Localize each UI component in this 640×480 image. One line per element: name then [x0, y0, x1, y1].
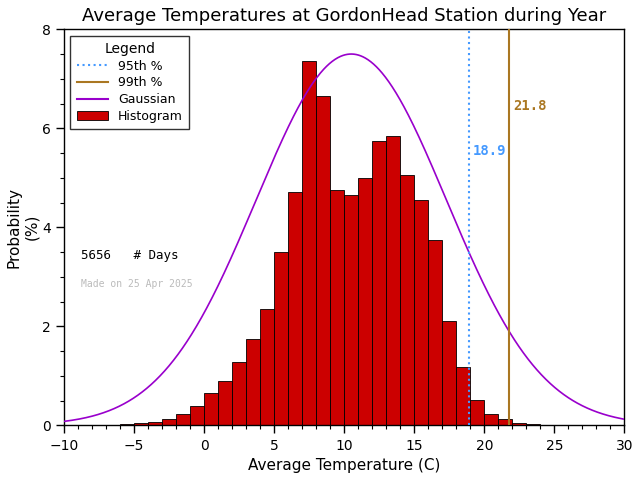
Text: 5656   # Days: 5656 # Days — [81, 249, 179, 262]
X-axis label: Average Temperature (C): Average Temperature (C) — [248, 458, 440, 473]
Bar — [232, 362, 246, 425]
Bar — [218, 381, 232, 425]
Bar — [400, 175, 414, 425]
Bar — [302, 61, 316, 425]
Bar — [499, 420, 512, 425]
Bar — [372, 141, 387, 425]
Bar — [512, 423, 526, 425]
Bar — [344, 195, 358, 425]
Text: 18.9: 18.9 — [472, 144, 506, 157]
Bar — [484, 414, 499, 425]
Bar — [288, 192, 302, 425]
Bar — [260, 309, 274, 425]
Bar — [204, 393, 218, 425]
Bar — [274, 252, 288, 425]
Bar — [134, 423, 148, 425]
Title: Average Temperatures at GordonHead Station during Year: Average Temperatures at GordonHead Stati… — [82, 7, 606, 25]
Bar — [316, 96, 330, 425]
Bar — [148, 422, 162, 425]
Bar — [428, 240, 442, 425]
Text: Made on 25 Apr 2025: Made on 25 Apr 2025 — [81, 279, 193, 288]
Legend: 95th %, 99th %, Gaussian, Histogram: 95th %, 99th %, Gaussian, Histogram — [70, 36, 189, 129]
Bar — [162, 420, 176, 425]
Bar — [120, 424, 134, 425]
Bar — [387, 136, 400, 425]
Bar — [470, 399, 484, 425]
Text: 21.8: 21.8 — [513, 99, 547, 113]
Bar — [414, 200, 428, 425]
Bar — [190, 407, 204, 425]
Bar — [442, 321, 456, 425]
Bar — [456, 367, 470, 425]
Bar — [330, 190, 344, 425]
Bar — [246, 339, 260, 425]
Y-axis label: Probability
(%): Probability (%) — [7, 187, 39, 268]
Bar — [526, 424, 540, 425]
Bar — [176, 414, 190, 425]
Bar — [358, 178, 372, 425]
